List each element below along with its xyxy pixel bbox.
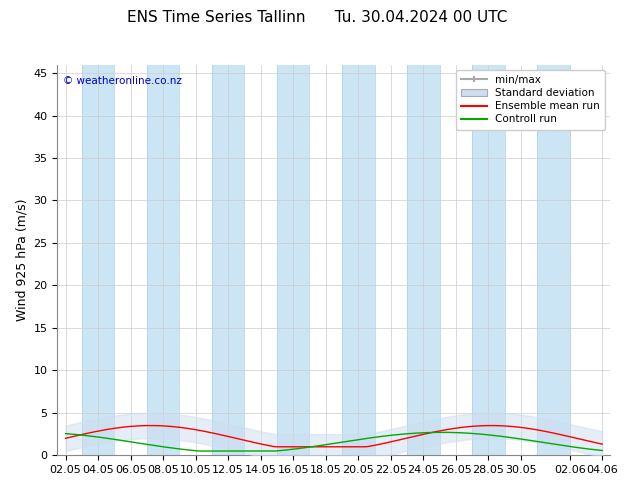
Y-axis label: Wind 925 hPa (m/s): Wind 925 hPa (m/s) (15, 198, 28, 321)
Text: ENS Time Series Tallinn      Tu. 30.04.2024 00 UTC: ENS Time Series Tallinn Tu. 30.04.2024 0… (127, 10, 507, 25)
Legend: min/max, Standard deviation, Ensemble mean run, Controll run: min/max, Standard deviation, Ensemble me… (456, 70, 605, 129)
Bar (82, 65, 114, 455)
Bar (472, 65, 505, 455)
Text: © weatheronline.co.nz: © weatheronline.co.nz (63, 76, 182, 86)
Bar (212, 65, 245, 455)
Bar (537, 65, 570, 455)
Bar (147, 65, 179, 455)
Bar (277, 65, 309, 455)
Bar (342, 65, 375, 455)
Bar (407, 65, 439, 455)
